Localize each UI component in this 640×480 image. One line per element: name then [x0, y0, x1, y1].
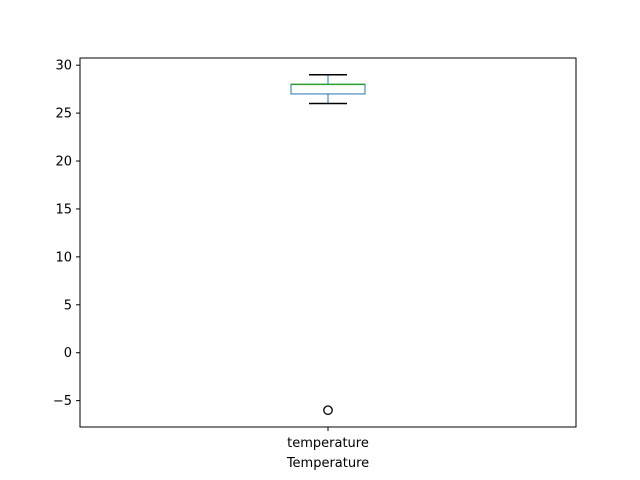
y-tick-label: 25: [55, 107, 72, 122]
y-tick-label: 15: [55, 202, 72, 217]
y-tick-label: 20: [55, 155, 72, 170]
box-group: [290, 74, 366, 416]
y-tick-label: 0: [64, 346, 72, 361]
y-axis: −5 0 5 10 15 20 25 30: [53, 59, 80, 409]
plot-frame: [79, 57, 577, 428]
outlier-point: [323, 405, 333, 416]
y-tick-label: 10: [55, 250, 72, 265]
y-tick-label: 30: [55, 59, 72, 74]
y-tick-label: 5: [64, 298, 72, 313]
x-tick-label: temperature: [287, 436, 369, 451]
x-axis-title: Temperature: [286, 456, 369, 471]
plot-marks: [290, 74, 366, 416]
y-tick-label: −5: [53, 394, 72, 409]
x-axis: temperature: [287, 427, 369, 451]
